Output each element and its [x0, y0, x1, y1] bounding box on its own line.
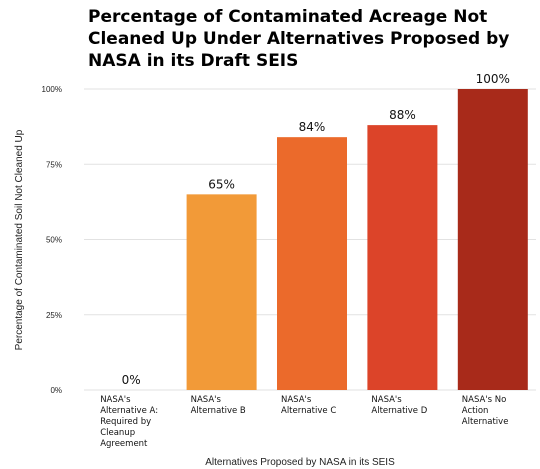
- x-tick-label: NASA's: [100, 395, 131, 405]
- x-tick-label: NASA's No: [462, 395, 507, 405]
- x-tick-label: NASA's: [281, 395, 312, 405]
- x-tick-label: Alternative A:: [100, 406, 158, 416]
- chart-title: Percentage of Contaminated Acreage Not C…: [88, 6, 528, 72]
- x-tick-label: Alternative B: [191, 406, 246, 416]
- chart-title-line-3: NASA in its Draft SEIS: [88, 51, 299, 71]
- y-tick-label: 50%: [46, 236, 62, 245]
- y-tick-label: 0%: [50, 386, 62, 395]
- data-label: 65%: [208, 177, 235, 191]
- bar: [277, 137, 347, 390]
- bar: [186, 194, 257, 390]
- y-tick-label: 25%: [46, 311, 62, 320]
- x-tick-label: Action: [462, 406, 489, 416]
- bar: [457, 89, 528, 390]
- bar: [367, 125, 438, 391]
- x-tick-label: Alternative C: [281, 406, 336, 416]
- x-tick-label: Cleanup: [100, 428, 135, 438]
- bars: [186, 89, 528, 391]
- data-label: 100%: [476, 72, 510, 86]
- x-tick-label: NASA's: [371, 395, 402, 405]
- x-tick-label: NASA's: [191, 395, 222, 405]
- y-axis-title: Percentage of Contaminated Soil Not Clea…: [14, 129, 25, 350]
- x-tick-label: Alternative: [462, 417, 509, 427]
- data-label: 88%: [389, 108, 416, 122]
- y-tick-label: 100%: [42, 85, 62, 94]
- x-axis-title: Alternatives Proposed by NASA in its SEI…: [205, 457, 395, 468]
- chart-title-line-1: Percentage of Contaminated Acreage Not: [88, 7, 488, 27]
- x-tick-label: Required by: [100, 417, 151, 427]
- data-label: 84%: [299, 120, 326, 134]
- x-tick-label: Alternative D: [371, 406, 427, 416]
- chart-title-line-2: Cleaned Up Under Alternatives Proposed b…: [88, 29, 510, 49]
- y-tick-label: 75%: [46, 160, 62, 169]
- x-tick-label: Agreement: [100, 439, 148, 449]
- data-label: 0%: [122, 373, 141, 387]
